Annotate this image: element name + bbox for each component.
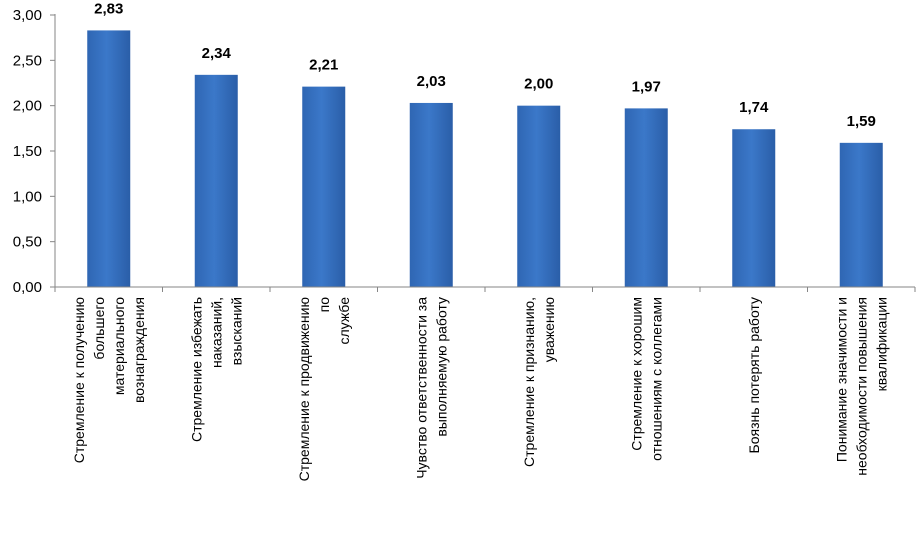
category-label-line: Стремление к хорошим [628, 297, 644, 451]
data-label: 2,83 [94, 0, 123, 17]
category-label-line: вознаграждения [131, 297, 147, 403]
data-label: 1,97 [632, 78, 661, 95]
bars [87, 30, 883, 288]
category-label-line: взысканий [228, 297, 244, 365]
y-tick-label: 3,00 [13, 7, 42, 24]
category-label-line: Боязнь потерять работу [746, 297, 762, 453]
category-label-line: наказаний, [208, 297, 224, 368]
category-label-line: большего [91, 297, 107, 360]
category-label-line: материального [111, 297, 127, 395]
data-label: 2,03 [417, 73, 446, 90]
bar [624, 108, 668, 288]
bar [409, 102, 453, 288]
bar [517, 105, 561, 288]
category-label: Чувство ответственности за выполняемую ра… [413, 297, 449, 479]
x-axis [54, 286, 916, 292]
category-label: Стремление к продвижению по службе [296, 297, 352, 482]
category-labels: Стремление к получению большего материальн… [71, 297, 890, 482]
category-label-line: Стремление избежать [188, 297, 204, 442]
category-label: Стремление к признанию, уважению [521, 297, 557, 467]
category-label-line: Стремление к получению [71, 297, 87, 463]
category-label-line: службе [336, 297, 352, 345]
data-label: 1,74 [739, 99, 769, 116]
data-label: 2,21 [309, 57, 338, 74]
bar [732, 129, 776, 287]
data-label: 2,00 [524, 76, 553, 93]
y-tick-label: 1,00 [13, 188, 42, 205]
data-label: 1,59 [847, 113, 876, 130]
category-label-line: выполняемую работу [433, 297, 449, 437]
y-tick-label: 2,50 [13, 52, 42, 69]
category-label: Понимание значимости и необходимости повы… [833, 297, 889, 476]
category-label-line: Чувство ответственности за [413, 297, 429, 479]
bar [302, 86, 346, 287]
category-label-line: Стремление к признанию, [521, 297, 537, 467]
category-label-line: Понимание значимости и [833, 297, 849, 462]
category-label-line: по [316, 297, 332, 313]
category-label: Стремление избежать наказаний, взысканий [188, 297, 244, 442]
y-tick-label: 0,50 [13, 234, 42, 251]
bar [194, 74, 238, 287]
category-label-line: Стремление к продвижению [296, 297, 312, 481]
data-labels: 2,83 2,34 2,21 2,03 2,00 1,97 1,74 1,59 [94, 0, 876, 129]
bar [839, 142, 883, 287]
category-label-line: квалификации [873, 297, 889, 391]
category-label-line: отношениям с коллегами [648, 297, 664, 461]
data-label: 2,34 [202, 45, 232, 62]
bar [87, 30, 131, 288]
y-tick-label: 2,00 [13, 98, 42, 115]
category-label: Стремление к хорошим отношениям с коллега… [628, 297, 664, 461]
category-label-line: необходимости повышения [853, 297, 869, 476]
y-tick-label: 1,50 [13, 143, 42, 160]
category-label: Стремление к получению большего материальн… [71, 297, 147, 463]
y-axis: 0,00 0,50 1,00 1,50 2,00 2,50 3,00 [13, 7, 56, 296]
category-label: Боязнь потерять работу [746, 297, 762, 453]
category-label-line: уважению [541, 297, 557, 362]
y-tick-label: 0,00 [13, 279, 42, 296]
